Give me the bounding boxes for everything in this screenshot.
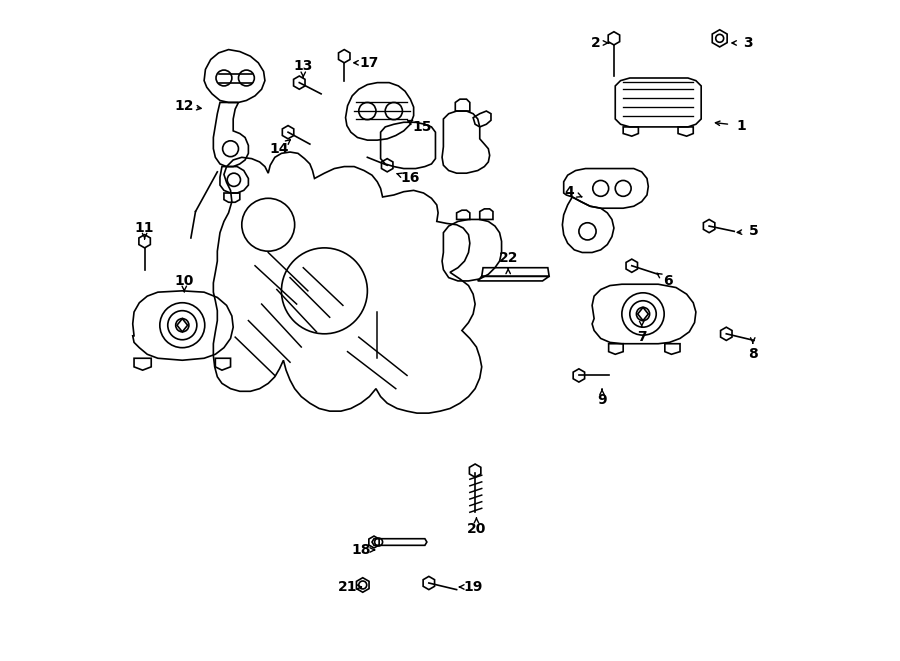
Text: 6: 6 xyxy=(663,274,673,288)
Text: 19: 19 xyxy=(464,580,482,594)
Text: 18: 18 xyxy=(351,543,371,557)
Text: 7: 7 xyxy=(637,330,646,344)
Text: 9: 9 xyxy=(598,393,607,407)
Text: 4: 4 xyxy=(564,184,574,199)
Text: 5: 5 xyxy=(749,224,759,239)
Text: 20: 20 xyxy=(467,522,486,536)
Text: 2: 2 xyxy=(590,36,600,50)
Text: 22: 22 xyxy=(499,251,517,265)
Text: 21: 21 xyxy=(338,580,357,594)
Text: 13: 13 xyxy=(293,59,313,73)
Text: 12: 12 xyxy=(175,98,194,113)
Text: 1: 1 xyxy=(736,118,746,133)
Text: 14: 14 xyxy=(270,141,289,156)
Text: 10: 10 xyxy=(175,274,194,288)
Text: 11: 11 xyxy=(135,221,155,235)
Text: 8: 8 xyxy=(748,346,758,361)
Text: 17: 17 xyxy=(360,56,379,70)
Text: 3: 3 xyxy=(742,36,752,50)
Text: 16: 16 xyxy=(400,171,420,186)
Text: 15: 15 xyxy=(412,120,432,134)
